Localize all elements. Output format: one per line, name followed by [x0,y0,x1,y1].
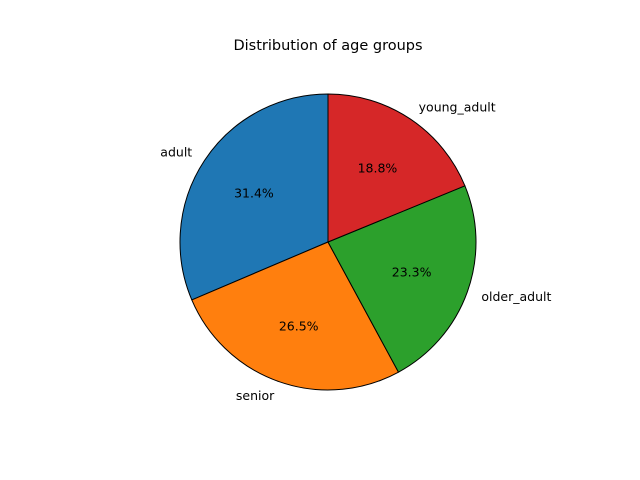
pie-slices [179,93,477,391]
pie-slice-older-adult [327,185,477,373]
slice-label-older-adult: older_adult [481,289,551,304]
chart-title: Distribution of age groups [233,38,422,54]
slice-label-young-adult: young_adult [419,99,496,114]
slice-percent-adult: 31.4% [234,186,274,201]
pie-labels: adult 31.4% senior 26.5% older_adult 23.3% you… [160,99,551,403]
slice-percent-senior: 26.5% [279,318,319,333]
slice-percent-older-adult: 23.3% [392,264,432,279]
pie-slice-senior [191,241,399,391]
pie-slice-young-adult [327,93,466,243]
slice-percent-young-adult: 18.8% [358,161,398,176]
slice-label-adult: adult [160,145,192,160]
slice-label-senior: senior [236,388,275,403]
pie-slice-adult [179,93,329,301]
